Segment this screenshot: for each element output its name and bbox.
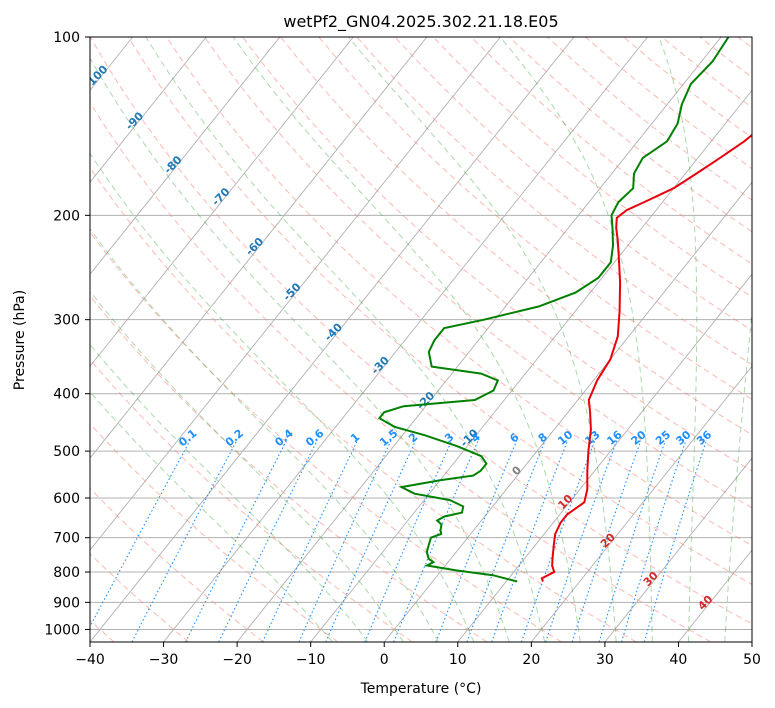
mixing-ratio-line (545, 440, 618, 642)
isotherm-line (457, 273, 752, 642)
isotherm-line (90, 37, 207, 183)
x-axis-label: Temperature (°C) (360, 681, 482, 697)
isotherm-lines (90, 37, 752, 642)
x-tick-label: −20 (222, 652, 252, 668)
moist-adiabat (658, 37, 698, 642)
y-axis: 100 200 300 400 500 600 700 800 900 1000 (44, 30, 90, 638)
mixing-ratio-lines (90, 440, 707, 642)
moist-adiabat (724, 306, 752, 642)
isotherm-line (383, 181, 752, 642)
x-tick-label: 30 (596, 652, 614, 668)
mixing-ratio-line (598, 440, 666, 642)
moist-adiabat (499, 37, 653, 642)
y-tick-label: 100 (53, 30, 80, 46)
mixing-ratio-line (298, 440, 392, 642)
y-tick-label: 400 (53, 387, 80, 403)
mixing-ratio-line (218, 440, 318, 642)
dry-adiabat (432, 37, 752, 298)
mixing-ratio-line (364, 440, 453, 642)
y-tick-label: 700 (53, 531, 80, 547)
dry-adiabat (165, 37, 752, 547)
y-axis-label: Pressure (hPa) (12, 290, 28, 390)
y-tick-label: 900 (53, 595, 80, 611)
isotherm-line (236, 37, 722, 642)
moist-adiabat (90, 57, 510, 642)
dry-adiabat (90, 37, 752, 625)
dry-adiabat (356, 37, 752, 366)
x-axis: −40 −30 −20 −10 0 10 20 30 40 50 (75, 642, 761, 668)
moist-adiabat (348, 37, 617, 642)
isotherm-line (90, 37, 501, 551)
dry-adiabat (90, 553, 190, 642)
mixing-ratio-line (643, 440, 707, 642)
dry-adiabat (394, 37, 752, 332)
isotherm-line (163, 37, 648, 642)
y-tick-label: 300 (53, 313, 80, 329)
plot-area: -100-90-80-70-60-50-40-30-20-10010203040… (90, 37, 752, 642)
moist-adiabat (145, 37, 546, 642)
x-tick-label: 20 (522, 652, 540, 668)
x-tick-label: 40 (670, 652, 688, 668)
chart-title: wetPf2_GN04.2025.302.21.18.E05 (283, 12, 558, 32)
y-tick-label: 600 (53, 491, 80, 507)
mixing-ratio-line (520, 440, 596, 642)
x-tick-label: −40 (75, 652, 105, 668)
plot-frame (89, 36, 753, 643)
y-tick-label: 500 (53, 444, 80, 460)
y-tick-label: 200 (53, 208, 80, 224)
y-tick-label: 800 (53, 565, 80, 581)
x-tick-label: 50 (743, 652, 761, 668)
isotherm-line (90, 37, 281, 275)
isotherm-line (90, 37, 428, 459)
moist-adiabat-lines (90, 37, 752, 642)
dry-adiabat (90, 101, 712, 642)
x-tick-label: −30 (149, 652, 179, 668)
temperature-profile-line (540, 133, 752, 582)
dewpoint-profile-line (377, 37, 730, 583)
dry-adiabat (90, 231, 562, 642)
mixing-ratio-line (185, 440, 287, 642)
moist-adiabat (90, 343, 369, 642)
dry-adiabat (204, 37, 752, 509)
mixing-ratio-line (621, 440, 687, 642)
x-tick-label: −10 (296, 652, 326, 668)
moist-adiabat (232, 37, 581, 642)
mixing-ratio-line (90, 440, 191, 628)
isotherm-line (604, 457, 752, 642)
dry-adiabat (90, 423, 339, 642)
y-tick-label: 1000 (44, 622, 80, 638)
dry-adiabat-lines (90, 37, 752, 642)
dry-adiabat (90, 358, 413, 642)
isotherm-line (530, 365, 752, 642)
mixing-ratio-line (393, 440, 479, 642)
moist-adiabat (90, 228, 439, 642)
mixing-ratio-line (325, 440, 417, 642)
moist-adiabat (90, 152, 475, 642)
isotherm-line (90, 37, 575, 642)
moist-adiabat (90, 290, 404, 642)
isotherm-line (90, 37, 354, 367)
x-tick-label: 0 (380, 652, 389, 668)
dry-adiabat (90, 295, 488, 642)
dry-adiabat (127, 37, 752, 585)
mixing-ratio-line (491, 440, 569, 642)
x-tick-label: 10 (449, 652, 467, 668)
